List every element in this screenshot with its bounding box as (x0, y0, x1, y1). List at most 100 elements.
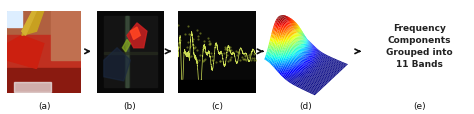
Bar (7, 11, 22, 28)
Point (241, 54, 249, 56)
Point (234, 54, 241, 56)
Point (228, 50, 235, 52)
Point (199, 61, 207, 62)
Point (194, 38, 202, 40)
Bar (7, 36, 81, 93)
Point (181, 34, 189, 36)
Point (227, 57, 234, 58)
Point (226, 47, 234, 49)
Bar (7, 69, 81, 93)
Point (226, 59, 233, 60)
Point (222, 47, 229, 49)
Point (220, 53, 228, 55)
Polygon shape (22, 11, 44, 36)
Point (210, 60, 217, 62)
Point (239, 59, 247, 61)
Point (190, 45, 197, 47)
Text: (d): (d) (300, 102, 312, 110)
Point (193, 50, 201, 52)
Point (235, 53, 242, 55)
Point (237, 60, 244, 62)
Point (224, 50, 232, 52)
Point (212, 62, 220, 64)
Bar (127, 17, 128, 87)
Bar (104, 53, 157, 54)
Point (201, 59, 208, 61)
Point (185, 34, 192, 36)
Point (187, 56, 195, 57)
Point (209, 60, 216, 62)
Point (199, 51, 207, 52)
Point (195, 60, 203, 62)
Point (193, 30, 201, 32)
Bar (51, 11, 81, 61)
Point (205, 44, 213, 46)
Point (200, 41, 208, 43)
Text: (a): (a) (38, 102, 50, 110)
Point (191, 47, 199, 49)
Point (247, 52, 255, 54)
Point (189, 39, 197, 41)
Point (185, 57, 192, 58)
Bar (14, 82, 51, 92)
Point (229, 52, 237, 54)
Text: (c): (c) (211, 102, 223, 110)
Point (200, 47, 207, 49)
Point (174, 25, 182, 26)
Point (196, 32, 204, 34)
Point (184, 26, 191, 28)
Point (211, 45, 219, 47)
Point (186, 46, 193, 48)
Point (222, 47, 230, 49)
Point (176, 39, 183, 41)
Point (217, 61, 224, 62)
Point (225, 60, 232, 62)
Bar (7, 11, 29, 36)
Point (251, 54, 258, 56)
Point (205, 40, 213, 42)
Point (235, 51, 242, 53)
Point (207, 53, 215, 55)
Point (241, 55, 248, 57)
Point (197, 55, 204, 57)
Point (204, 37, 212, 39)
Point (223, 54, 231, 56)
Point (200, 59, 208, 61)
Point (250, 59, 258, 61)
Point (175, 43, 183, 45)
Point (225, 49, 233, 51)
Point (241, 59, 249, 60)
Point (232, 50, 240, 52)
Point (193, 62, 201, 64)
Text: Frequency
Components
Grouped into
11 Bands: Frequency Components Grouped into 11 Ban… (386, 23, 453, 68)
Point (206, 44, 214, 46)
Point (222, 49, 229, 51)
Bar (104, 17, 157, 87)
Text: (e): (e) (413, 102, 426, 110)
Bar (125, 17, 129, 87)
Point (242, 59, 250, 61)
Point (216, 61, 224, 62)
Point (194, 36, 201, 38)
Polygon shape (22, 11, 36, 36)
Point (206, 43, 213, 45)
Polygon shape (127, 24, 147, 48)
Point (223, 48, 230, 50)
Point (190, 48, 197, 50)
Polygon shape (104, 48, 130, 81)
Point (240, 59, 247, 61)
Point (209, 56, 216, 58)
Point (226, 60, 234, 61)
Polygon shape (7, 36, 44, 69)
Text: (b): (b) (123, 102, 136, 110)
Point (234, 51, 241, 53)
Point (250, 58, 258, 60)
Point (245, 57, 253, 58)
Point (252, 60, 260, 61)
Point (184, 42, 191, 44)
Point (246, 55, 253, 57)
Point (247, 59, 255, 61)
Point (183, 47, 191, 49)
Point (248, 58, 256, 60)
Polygon shape (122, 40, 130, 52)
